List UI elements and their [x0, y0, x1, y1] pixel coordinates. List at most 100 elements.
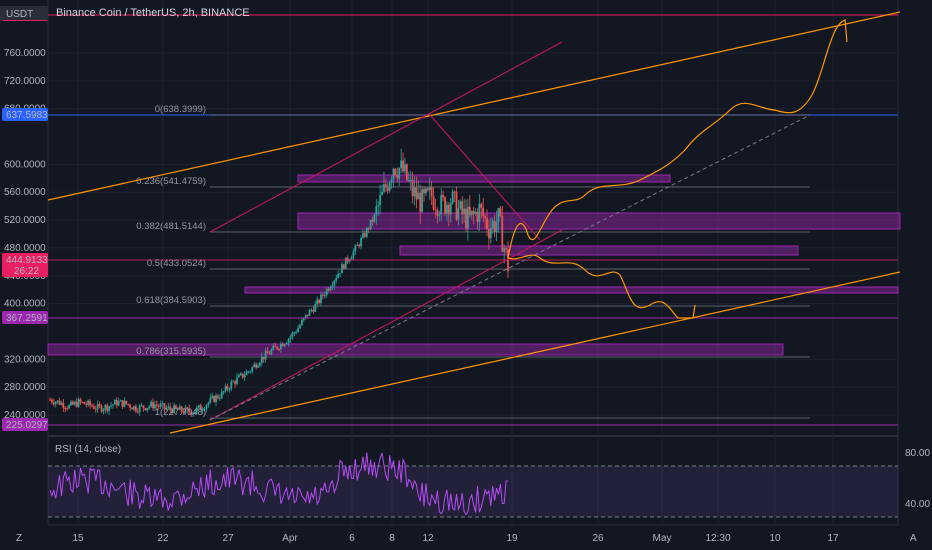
candle-body [428, 187, 431, 191]
candle-body [58, 400, 61, 405]
time-axis[interactable]: 15 22 27 Apr 6 8 12 19 26 May 12:30 10 17 [72, 533, 839, 544]
price-badge [2, 311, 48, 324]
candle-body [425, 188, 427, 194]
candle-body [199, 405, 202, 410]
candle-body [396, 174, 399, 179]
candle-body [407, 180, 410, 182]
candle-body [247, 371, 250, 373]
candle-body [108, 406, 111, 411]
candle-body [154, 404, 156, 409]
candle-body [335, 277, 338, 281]
candle-body [316, 299, 319, 305]
candle-body [339, 273, 341, 275]
candle-body [92, 406, 95, 409]
candle-body [274, 345, 277, 347]
time-tick-label: Apr [282, 533, 298, 544]
candle-body [369, 219, 372, 230]
candle-body [73, 401, 76, 405]
symbol-title[interactable]: Binance Coin / TetherUS, 2h, BINANCE [56, 7, 250, 19]
candle-body [175, 405, 177, 409]
candle-body [188, 408, 191, 412]
candle-body [405, 164, 408, 181]
candle-body [362, 233, 364, 238]
auto-scale-button[interactable]: A [910, 533, 917, 544]
candle-body [352, 251, 355, 258]
axis-z-button[interactable]: Z [16, 533, 22, 544]
candle-body [215, 395, 217, 403]
candle-body [68, 405, 70, 409]
rsi-level-label: 80.00 [905, 448, 930, 459]
candle-body [230, 381, 233, 389]
candle-body [163, 403, 166, 409]
candle-body [426, 188, 429, 191]
candle-body [381, 191, 383, 196]
candle-body [310, 309, 313, 311]
trend-line [209, 41, 563, 233]
candle-body [497, 208, 500, 223]
candle-body [358, 244, 361, 247]
candle-body [146, 407, 149, 411]
candle-body [173, 405, 175, 413]
candle-body [133, 406, 135, 410]
candle-body [344, 257, 347, 269]
candle-body [157, 405, 160, 407]
candle-body [161, 403, 164, 405]
candle-body [505, 248, 507, 250]
candle-body [312, 309, 315, 312]
candle-body [54, 402, 57, 405]
candle-body [131, 407, 133, 410]
fib-level-label: 0.236(541.4759) [136, 176, 206, 187]
candle-body [186, 407, 189, 409]
price-tick-label: 400.0000 [4, 299, 46, 310]
candle-body [400, 160, 403, 169]
candle-body [308, 310, 311, 316]
time-tick-label: 8 [389, 533, 395, 544]
candle-body [98, 404, 101, 406]
candle-body [287, 339, 290, 344]
candle-body [110, 405, 112, 407]
candle-body [421, 189, 424, 212]
candle-body [423, 189, 425, 194]
fib-level-label: 0.382(481.5144) [136, 221, 206, 232]
candle-body [176, 408, 179, 410]
trend-line [429, 114, 541, 241]
candle-body [438, 214, 441, 216]
candle-body [123, 400, 126, 407]
candle-body [70, 401, 72, 406]
candle-body [119, 400, 122, 402]
time-tick-label: May [653, 533, 672, 544]
candle-body [449, 203, 452, 215]
candle-body [289, 336, 292, 340]
candle-body [432, 196, 435, 210]
candle-body [49, 399, 51, 401]
candle-body [409, 180, 412, 182]
candle-body [113, 399, 116, 405]
candle-body [321, 294, 324, 296]
candle-body [304, 314, 307, 318]
fib-level-label: 0.786(315.5935) [136, 346, 206, 357]
candle-body [394, 168, 397, 175]
candle-body [243, 375, 246, 378]
zone-rect [47, 343, 784, 356]
candle-body [436, 210, 439, 216]
rsi-band [48, 466, 898, 517]
currency-label[interactable]: USDT [6, 9, 33, 20]
candle-body [476, 211, 479, 222]
candle-body [260, 356, 263, 363]
candle-body [127, 403, 130, 405]
projected-path-bearish [507, 254, 696, 319]
zone-rect [244, 286, 899, 294]
candle-body [488, 229, 490, 239]
candle-body [79, 399, 82, 403]
candle-body [463, 208, 466, 215]
candle-body [249, 371, 252, 373]
price-badge-label: 637.5983 [6, 110, 48, 121]
candle-body [236, 377, 238, 384]
candle-body [125, 400, 128, 404]
candle-body [417, 192, 420, 200]
candle-body [440, 194, 443, 215]
candle-body [222, 391, 225, 393]
candle-body [363, 233, 366, 237]
